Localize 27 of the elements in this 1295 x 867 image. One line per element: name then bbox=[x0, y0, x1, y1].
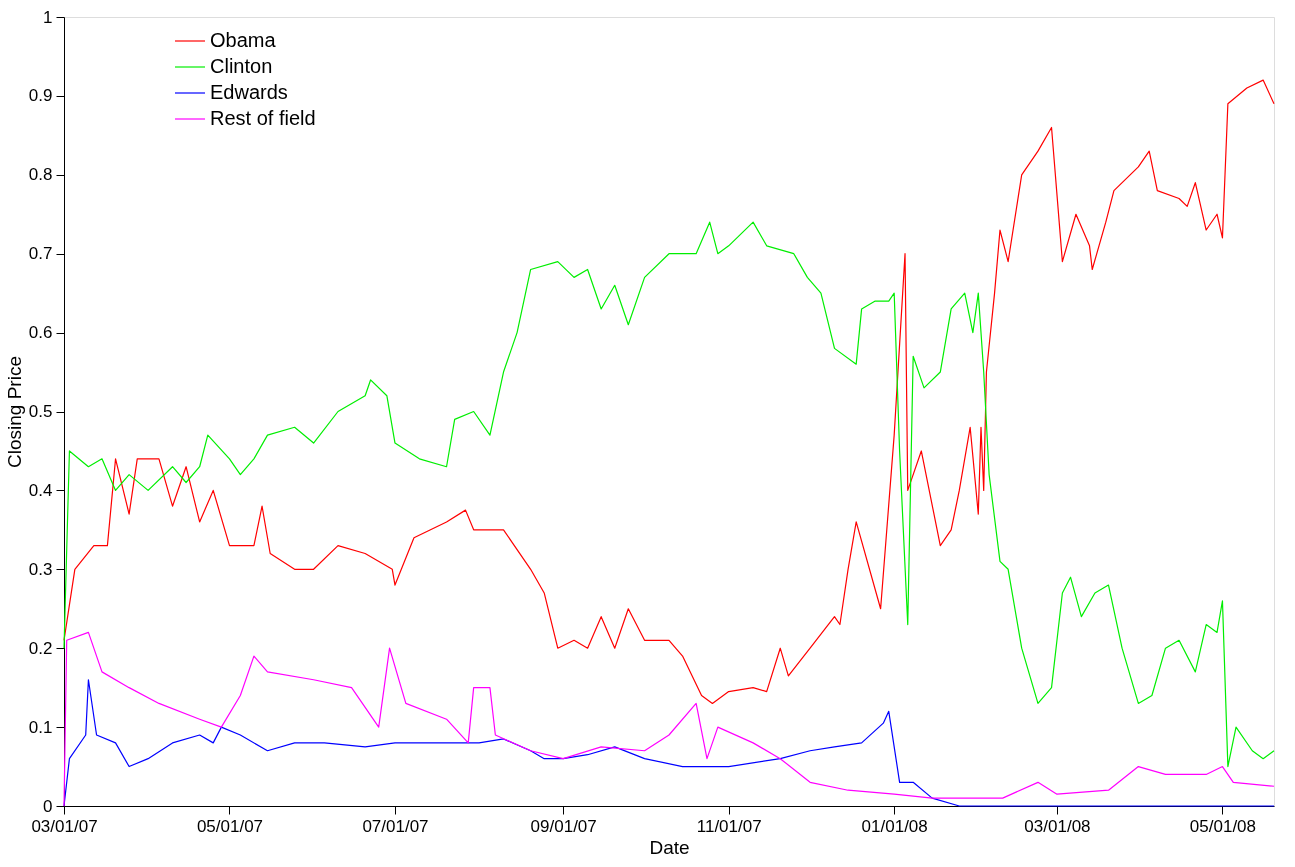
y-tick-label: 0.4 bbox=[28, 480, 53, 500]
y-tick-label: 0.3 bbox=[28, 559, 53, 579]
x-tick-label: 07/01/07 bbox=[362, 816, 429, 836]
legend-label: Edwards bbox=[210, 81, 288, 103]
x-tick-label: 03/01/07 bbox=[31, 816, 98, 836]
legend-label: Obama bbox=[210, 29, 277, 51]
y-tick-label: 0.1 bbox=[28, 717, 53, 737]
y-tick-label: 0.5 bbox=[28, 402, 53, 421]
y-tick-label: 0.6 bbox=[28, 323, 53, 343]
y-tick-label: 0.8 bbox=[28, 165, 53, 185]
x-tick-label: 05/01/07 bbox=[196, 816, 264, 836]
legend-label: Clinton bbox=[210, 55, 273, 77]
y-tick-label: 0.7 bbox=[28, 244, 53, 264]
y-tick-label: 0 bbox=[43, 796, 53, 816]
x-tick-label: 05/01/08 bbox=[1189, 816, 1257, 836]
line-series bbox=[63, 221, 1275, 768]
x-tick-label: 11/01/07 bbox=[696, 816, 762, 836]
x-tick-label: 09/01/07 bbox=[530, 816, 597, 836]
y-axis-title: Closing Price bbox=[3, 356, 25, 468]
line-series bbox=[63, 79, 1275, 705]
y-tick-label: 1 bbox=[43, 7, 53, 27]
x-axis-title: Date bbox=[649, 836, 690, 858]
x-tick-label: 01/01/08 bbox=[861, 816, 928, 836]
legend-label: Rest of field bbox=[210, 107, 316, 129]
y-tick-label: 0.9 bbox=[28, 86, 53, 106]
y-tick-label: 0.2 bbox=[28, 638, 53, 658]
x-tick-label: 03/01/08 bbox=[1024, 816, 1091, 836]
